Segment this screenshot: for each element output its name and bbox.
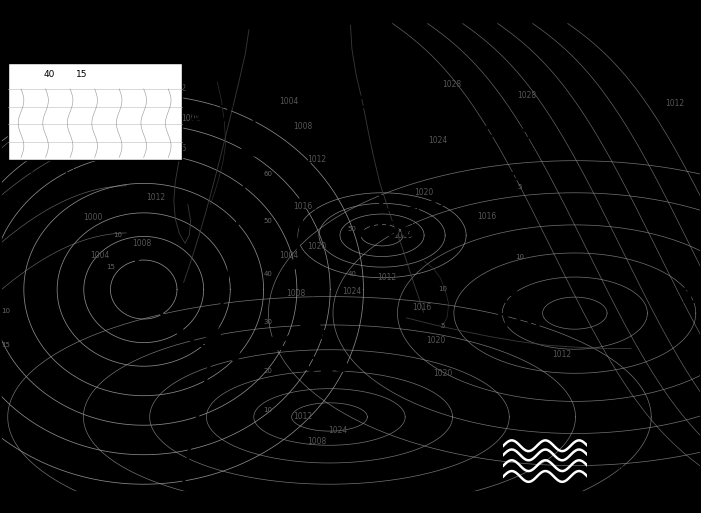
Text: 40: 40 [43,70,55,80]
Text: 1012: 1012 [146,193,165,202]
Text: 1006: 1006 [353,221,415,241]
Text: 1016: 1016 [393,231,413,240]
Text: 1016: 1016 [293,203,313,211]
Polygon shape [179,421,206,438]
Text: 1028: 1028 [517,91,537,100]
Text: 15: 15 [76,70,88,80]
Text: 10: 10 [1,308,10,314]
Polygon shape [264,337,285,350]
Polygon shape [300,315,320,329]
Polygon shape [142,291,161,305]
Polygon shape [304,18,325,31]
Text: 1024: 1024 [428,136,448,145]
Polygon shape [200,329,227,345]
Polygon shape [219,235,246,251]
Text: 1016: 1016 [76,147,95,156]
Text: 15: 15 [107,264,115,270]
Text: 1012: 1012 [307,155,327,164]
Text: 10: 10 [516,254,524,261]
Text: 1020: 1020 [426,336,446,345]
Text: 15: 15 [1,342,10,348]
Text: 1012: 1012 [293,411,313,421]
Text: 1024: 1024 [328,426,348,435]
Text: 1008: 1008 [293,122,313,131]
Polygon shape [264,25,284,40]
Text: ×: × [360,355,369,368]
Text: 25: 25 [64,166,76,174]
Text: in kt for 4.0 hPa intervals: in kt for 4.0 hPa intervals [43,44,148,53]
Text: 1000: 1000 [83,213,102,222]
Text: 10: 10 [439,286,447,291]
Text: 1025: 1025 [289,356,350,376]
Polygon shape [177,328,196,343]
Text: 10: 10 [264,407,272,413]
Text: 1012: 1012 [377,273,397,282]
Text: 5: 5 [518,184,522,190]
Text: 10: 10 [114,232,122,238]
Text: 993: 993 [117,275,163,295]
Text: 10: 10 [125,166,137,174]
Text: H: H [501,287,519,307]
Text: 60: 60 [264,171,272,177]
Text: 20: 20 [264,368,272,373]
Text: 30: 30 [264,319,272,325]
Text: 1016: 1016 [412,303,432,312]
Text: 1020: 1020 [433,369,453,378]
Text: L: L [133,249,147,269]
Polygon shape [287,254,313,269]
Polygon shape [304,281,328,296]
Text: 1004: 1004 [279,97,299,106]
Text: L: L [377,194,391,214]
Text: 1008: 1008 [132,239,151,248]
Text: 1004: 1004 [90,251,109,260]
Polygon shape [247,48,274,64]
Text: metoffice.gov: metoffice.gov [617,464,670,473]
Text: 1016: 1016 [477,212,497,221]
Text: 1008: 1008 [307,437,327,446]
Text: ×: × [654,300,664,312]
Text: 997: 997 [189,105,235,125]
Text: 70N: 70N [0,85,3,93]
Text: 1004: 1004 [279,251,299,260]
Text: 1012: 1012 [552,350,572,359]
Polygon shape [236,141,263,156]
Polygon shape [301,110,326,125]
Text: 80: 80 [22,166,34,174]
Text: 50: 50 [264,218,272,224]
Text: 5: 5 [441,323,445,329]
Text: 40N: 40N [0,137,3,147]
Text: 1008: 1008 [286,289,306,298]
Text: 1020: 1020 [307,242,327,251]
Text: 50: 50 [348,226,356,232]
Text: 1: 1 [681,287,696,307]
Polygon shape [285,23,305,37]
Text: 60N: 60N [0,102,3,111]
Text: 1008: 1008 [181,114,200,123]
Text: H: H [311,330,329,350]
Text: 40: 40 [348,271,356,278]
Text: 1024: 1024 [342,287,362,297]
Text: 1028: 1028 [442,80,462,89]
Polygon shape [221,348,240,363]
Text: 40: 40 [264,271,272,278]
Polygon shape [306,35,331,49]
Text: ×: × [528,297,538,310]
Bar [8,63,182,160]
Polygon shape [291,194,316,209]
Text: 1016: 1016 [167,144,186,153]
Text: 1018: 1018 [479,312,541,332]
Text: 1020: 1020 [414,188,434,198]
Text: 1012: 1012 [167,85,186,93]
Text: 1012: 1012 [665,98,684,108]
Text: 50N: 50N [0,120,3,129]
